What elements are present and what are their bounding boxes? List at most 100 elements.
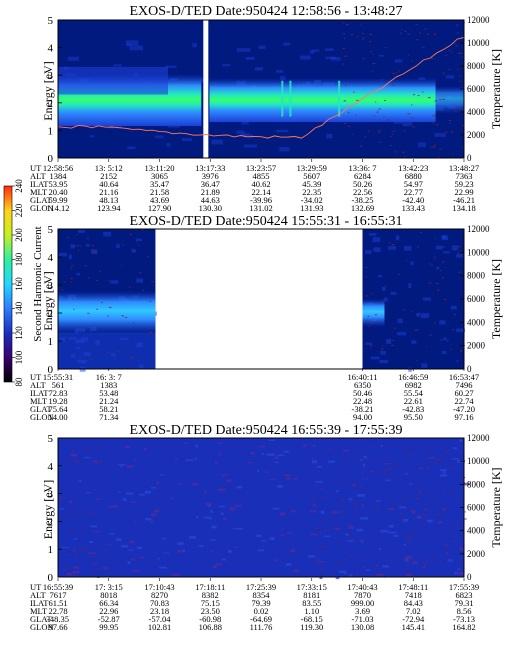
noise-speck <box>437 482 440 484</box>
ephemeris-value: 36.47 <box>201 179 220 189</box>
noise-speck <box>98 270 102 272</box>
energy-spike <box>289 80 292 117</box>
noise-speck <box>410 117 414 119</box>
y2-tick-label: 2000 <box>467 130 486 140</box>
noise-speck <box>430 146 432 148</box>
noise-speck <box>344 55 348 57</box>
spectrogram-texture <box>404 556 413 559</box>
spectrogram-texture <box>360 459 364 462</box>
noise-speck <box>445 54 448 56</box>
ephemeris-row-label: MLT <box>30 606 48 616</box>
spectrogram-texture <box>302 444 307 447</box>
noise-speck <box>459 250 462 252</box>
noise-speck <box>401 519 404 521</box>
noise-speck <box>353 91 355 93</box>
spectrogram-texture <box>102 566 108 569</box>
spectrogram-texture <box>240 133 250 136</box>
spectrogram-texture <box>398 506 407 509</box>
spectrogram-texture <box>375 500 381 502</box>
spectrogram-texture <box>204 516 212 519</box>
noise-speck <box>369 34 373 35</box>
ephemeris-value: 130.30 <box>199 203 222 213</box>
spectrogram-texture <box>196 515 199 519</box>
spectrogram-texture <box>373 247 381 252</box>
noise-speck <box>417 95 420 97</box>
colorbar-tick-label: 240 <box>14 179 24 193</box>
ephemeris-row-label: UT <box>30 163 42 173</box>
noise-speck <box>398 70 401 72</box>
noise-speck <box>436 289 440 291</box>
noise-speck <box>99 461 102 463</box>
panel-1-title: EXOS-D/TED Date:950424 12:58:56 - 13:48:… <box>130 4 403 19</box>
spectrogram-texture <box>58 252 67 257</box>
noise-speck <box>455 496 458 498</box>
spectrogram-texture <box>92 530 101 533</box>
noise-speck <box>382 473 386 474</box>
spectrogram-texture <box>378 547 382 550</box>
noise-speck <box>93 545 96 547</box>
noise-speck <box>411 60 413 62</box>
spectrogram-texture <box>457 568 461 570</box>
noise-speck <box>459 81 461 82</box>
noise-speck <box>396 504 399 506</box>
spectrogram-texture <box>185 459 193 462</box>
noise-speck <box>416 498 419 500</box>
spectrogram-texture <box>447 559 453 562</box>
spectrogram-texture <box>116 538 122 541</box>
noise-speck <box>439 561 442 563</box>
spectrogram-texture <box>136 546 142 550</box>
spectrogram-texture <box>280 75 286 81</box>
noise-speck <box>411 311 413 313</box>
spectrogram-texture <box>192 42 197 48</box>
noise-speck <box>383 453 385 455</box>
noise-speck <box>425 451 428 453</box>
noise-speck <box>342 499 345 501</box>
spectrogram-texture <box>250 451 255 455</box>
noise-speck <box>96 308 98 310</box>
spectrogram-texture <box>277 454 284 457</box>
spectrogram-texture <box>200 77 206 83</box>
panel-2: EXOS-D/TED Date:950424 15:55:31 - 16:55:… <box>30 214 503 422</box>
ephemeris-value: 17:48:11 <box>398 582 428 592</box>
ephemeris-value: 60.27 <box>454 388 473 398</box>
energy-band-segment <box>362 299 385 327</box>
ephemeris-value: 17:40:43 <box>347 582 377 592</box>
spectrogram-texture <box>408 367 413 372</box>
noise-speck <box>431 555 435 557</box>
noise-speck <box>72 298 74 300</box>
ephemeris-value: 61.51 <box>48 598 67 608</box>
noise-speck <box>333 514 336 516</box>
spectrogram-texture <box>442 471 446 474</box>
noise-speck <box>96 343 100 345</box>
ephemeris-value: 21.16 <box>99 187 118 197</box>
spectrogram-texture <box>150 513 156 517</box>
ephemeris-value: 134.18 <box>452 203 475 213</box>
spectrogram-texture <box>313 503 316 507</box>
spectrogram-texture <box>393 534 399 537</box>
spectrogram-texture <box>380 350 386 355</box>
ephemeris-row-label: ILAT <box>30 598 49 608</box>
spectrogram-texture <box>395 59 403 63</box>
spectrogram-texture <box>382 286 386 291</box>
noise-speck <box>441 277 444 279</box>
spectrogram-texture <box>411 340 417 344</box>
noise-speck <box>367 315 370 317</box>
noise-speck <box>86 450 89 452</box>
noise-speck <box>428 334 432 336</box>
ephemeris-value: 22.78 <box>48 606 67 616</box>
noise-speck <box>437 513 440 515</box>
ephemeris-row-label: MLT <box>30 396 48 406</box>
spectrogram-texture <box>67 56 79 61</box>
spectrogram-texture <box>145 490 152 494</box>
y2-tick-label: 0 <box>467 153 472 163</box>
noise-speck <box>453 314 457 316</box>
noise-speck <box>372 53 374 55</box>
noise-speck <box>77 249 79 251</box>
noise-speck <box>372 71 374 73</box>
noise-speck <box>441 556 443 558</box>
spectrogram-texture <box>134 458 137 461</box>
noise-speck <box>95 447 97 449</box>
spectrogram-texture <box>328 460 336 463</box>
ephemeris-value: 2152 <box>100 171 117 181</box>
spectrogram-texture <box>292 548 296 551</box>
